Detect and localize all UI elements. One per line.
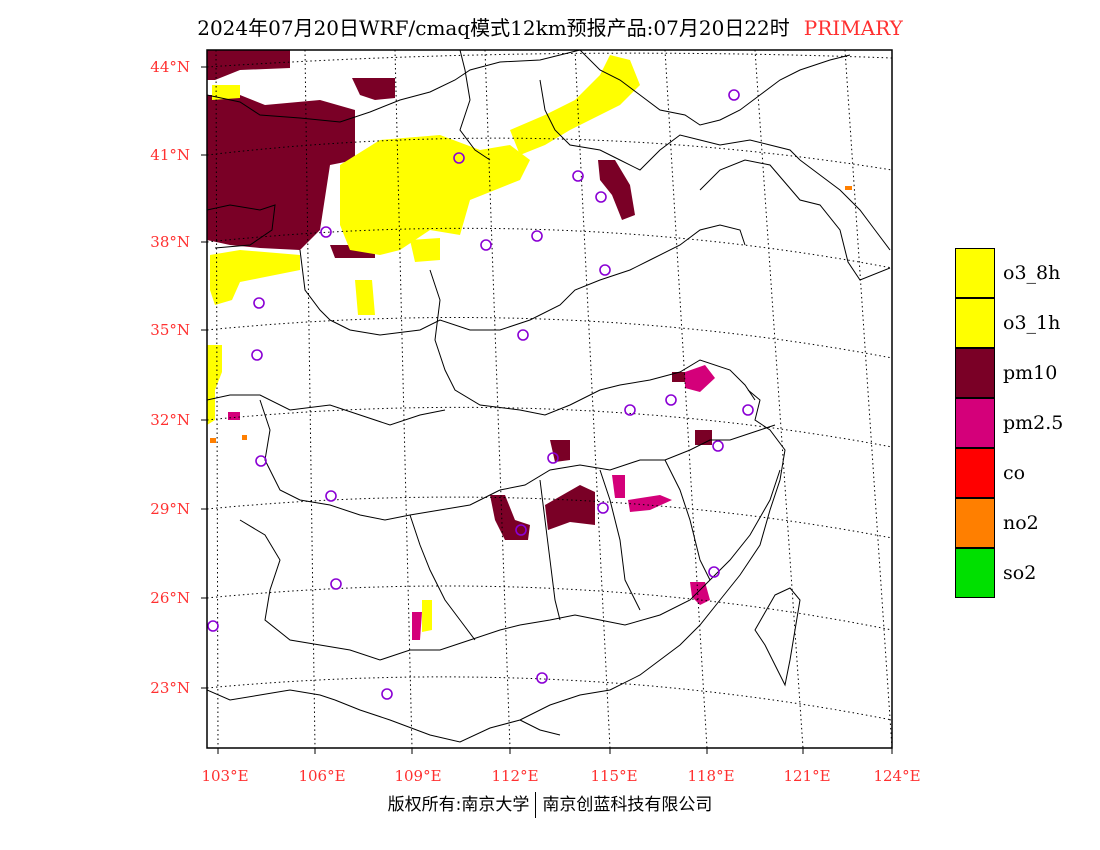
legend-swatch	[955, 248, 995, 298]
axis-ticks	[201, 66, 893, 754]
monitoring-stations	[207, 89, 754, 700]
footer-separator	[535, 792, 537, 818]
legend-swatch	[955, 448, 995, 498]
lon-label-103: 103°E	[201, 767, 248, 785]
lat-label-26: 26°N	[150, 589, 190, 607]
copyright-footer: 版权所有:南京大学 南京创蓝科技有限公司	[0, 790, 1100, 818]
legend-label: o3_8h	[1003, 262, 1061, 284]
legend-swatch	[955, 348, 995, 398]
lon-label-124: 124°E	[873, 767, 920, 785]
lon-label-112: 112°E	[491, 767, 538, 785]
map-title: 2024年07月20日WRF/cmaq模式12km预报产品:07月20日22时 P…	[0, 12, 1100, 41]
title-text: 2024年07月20日WRF/cmaq模式12km预报产品:07月20日22时	[197, 16, 790, 40]
longitude-labels: 103°E 106°E 109°E 112°E 115°E 118°E 121°…	[201, 767, 920, 785]
pm10-region-central	[490, 160, 712, 540]
lon-label-115: 115°E	[590, 767, 637, 785]
legend-label: co	[1003, 462, 1026, 484]
legend-label: no2	[1003, 512, 1039, 534]
lon-label-109: 109°E	[394, 767, 441, 785]
lat-label-23: 23°N	[150, 679, 190, 697]
no2-spots	[210, 186, 852, 443]
copyright-left: 版权所有:南京大学	[387, 795, 530, 815]
legend-label: pm10	[1003, 362, 1058, 384]
legend-swatch	[955, 298, 995, 348]
legend-swatch	[955, 498, 995, 548]
lat-label-29: 29°N	[150, 500, 190, 518]
latitude-labels: 44°N 41°N 38°N 35°N 32°N 29°N 26°N 23°N	[150, 58, 190, 697]
lat-label-44: 44°N	[150, 58, 190, 76]
o3-region-north	[207, 55, 640, 632]
lat-label-38: 38°N	[150, 233, 190, 251]
province-boundaries	[207, 50, 891, 743]
legend-label: o3_1h	[1003, 312, 1061, 334]
map-frame	[206, 49, 893, 749]
legend-label: so2	[1003, 562, 1037, 584]
lat-label-41: 41°N	[150, 146, 190, 164]
lon-label-118: 118°E	[687, 767, 734, 785]
copyright-right: 南京创蓝科技有限公司	[542, 795, 713, 815]
lat-label-35: 35°N	[150, 321, 190, 339]
legend-swatch	[955, 548, 995, 598]
lon-label-121: 121°E	[783, 767, 830, 785]
lat-label-32: 32°N	[150, 411, 190, 429]
lon-label-106: 106°E	[298, 767, 345, 785]
pm10-region-northwest	[207, 50, 395, 258]
pm25-region	[228, 365, 715, 640]
legend-label: pm2.5	[1003, 412, 1064, 434]
legend-swatch	[955, 398, 995, 448]
primary-tag: PRIMARY	[803, 16, 903, 40]
